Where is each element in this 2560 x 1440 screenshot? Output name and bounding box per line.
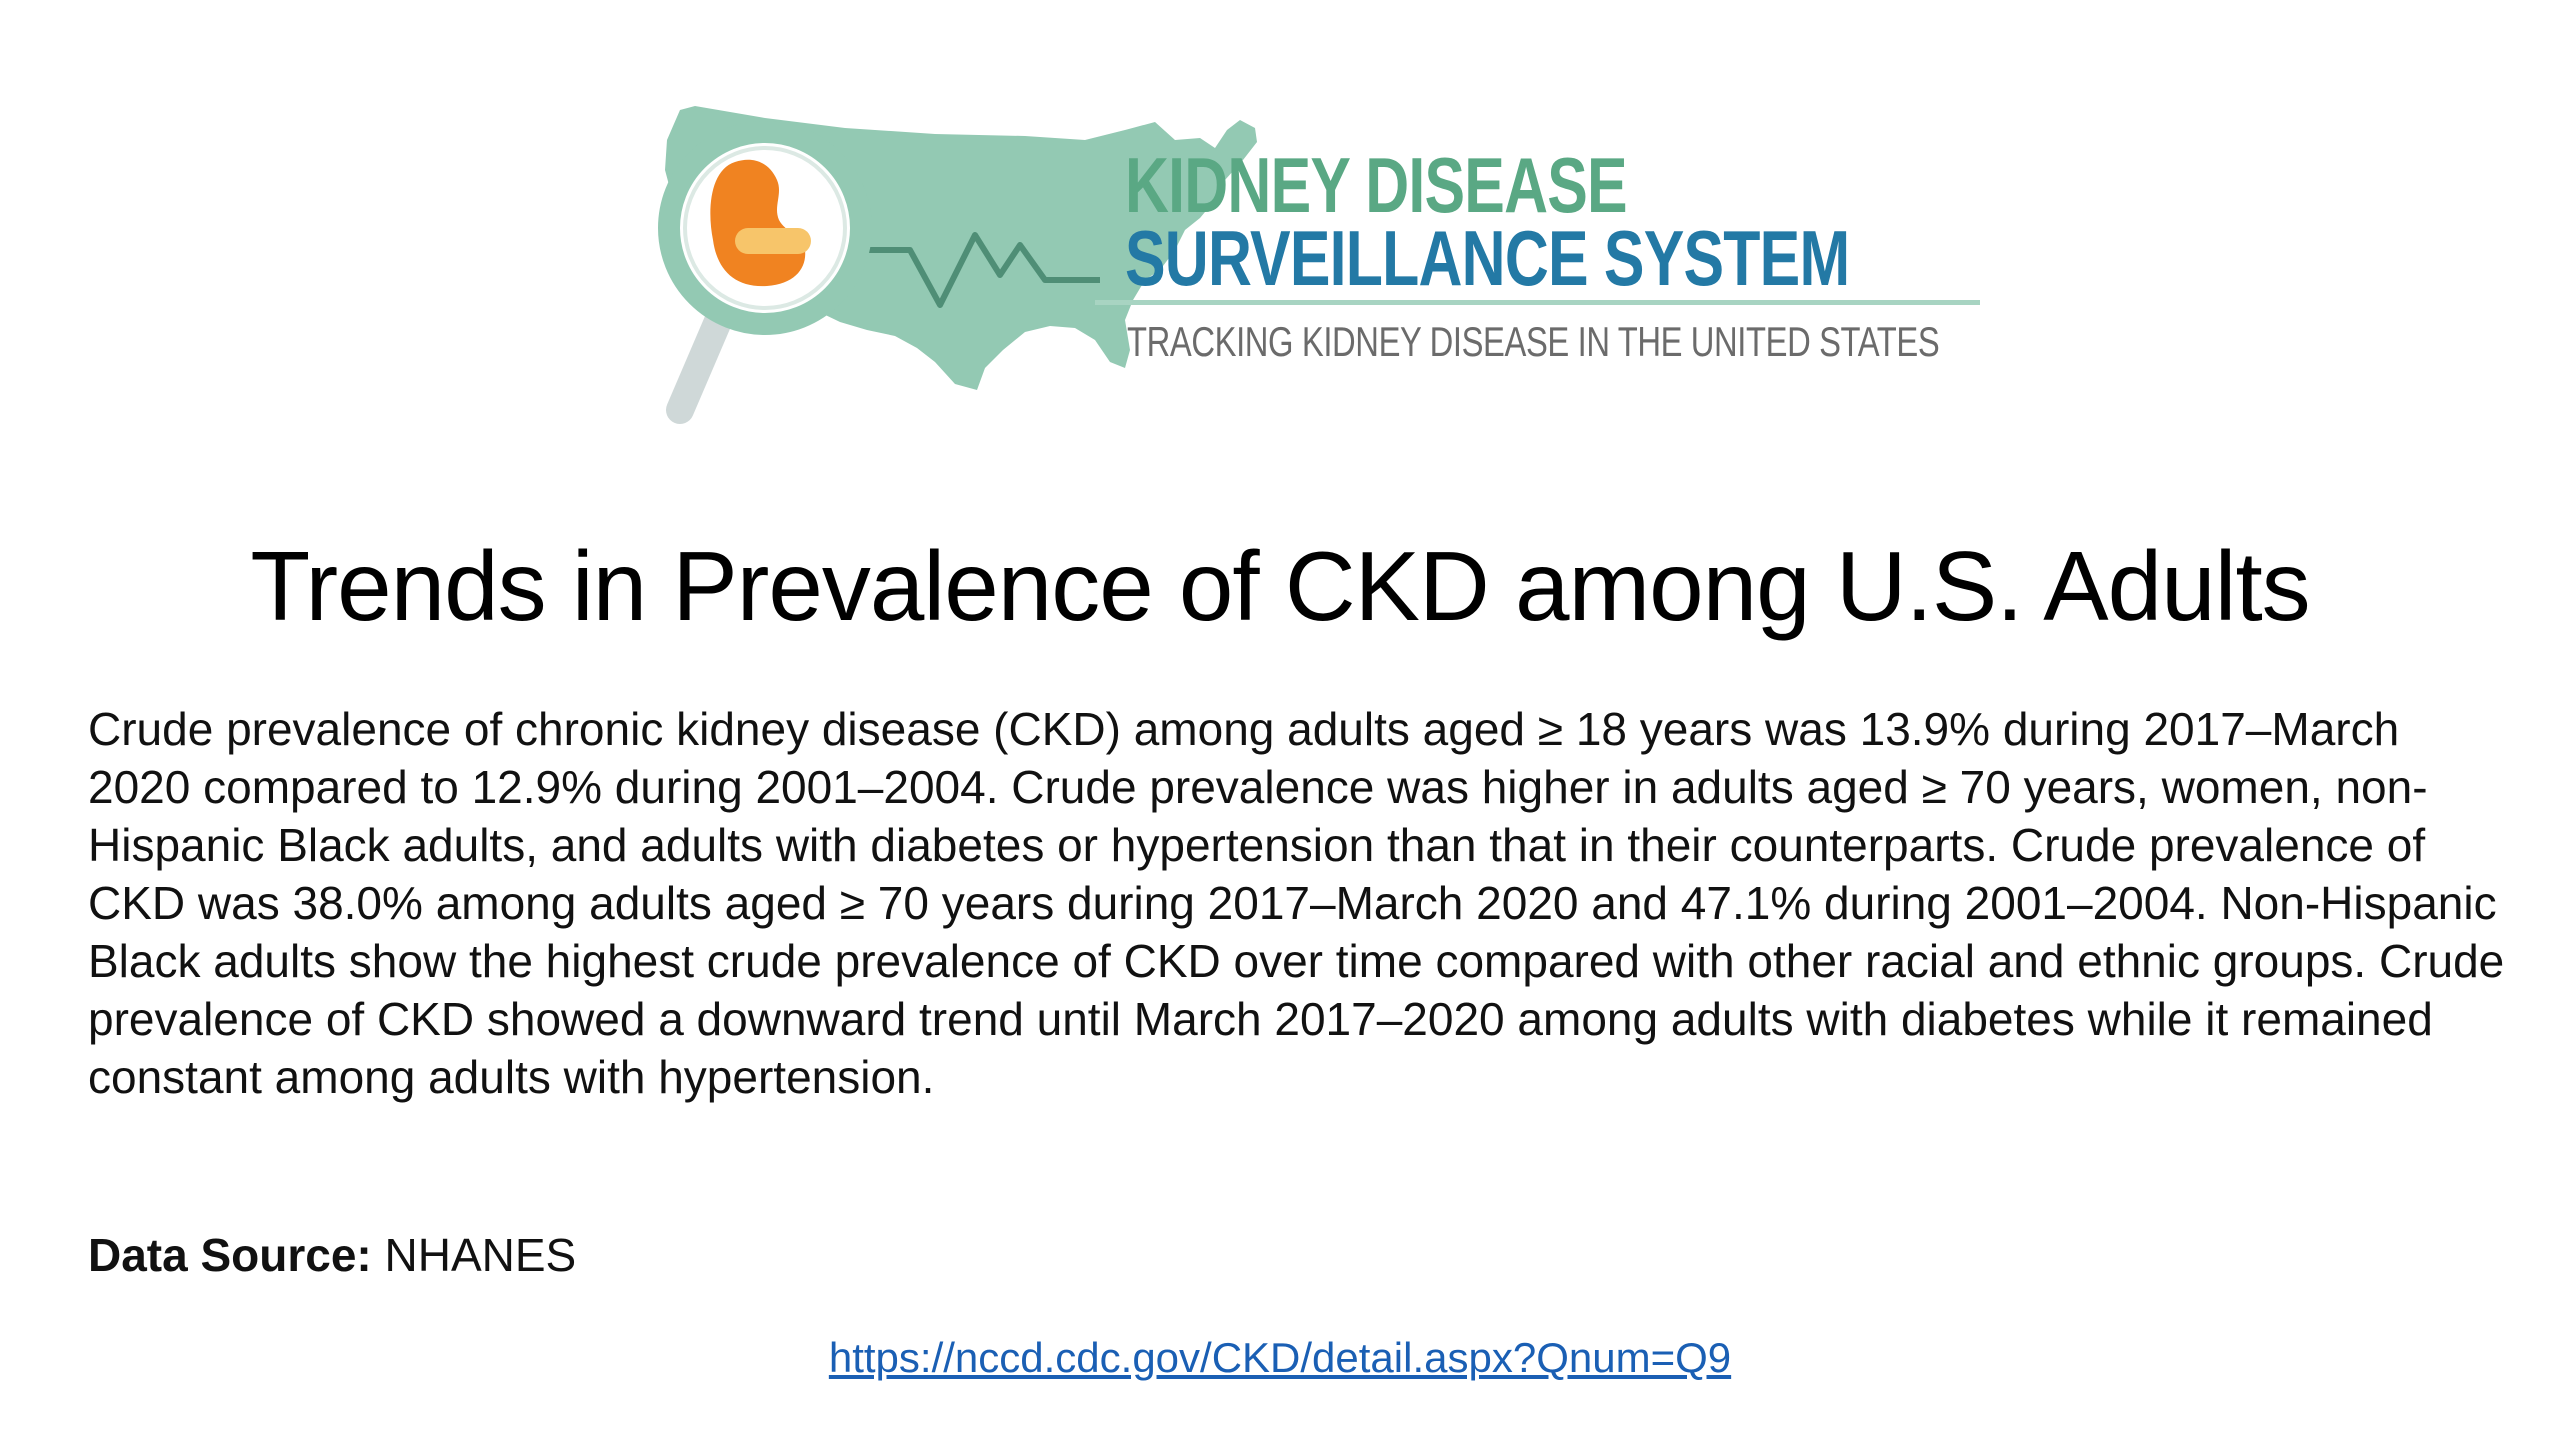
source-link-container: https://nccd.cdc.gov/CKD/detail.aspx?Qnu… — [0, 1330, 2560, 1386]
us-map-magnifier-icon — [658, 106, 1980, 424]
kidney-highlight — [735, 228, 811, 254]
kidney-disease-surveillance-logo: KIDNEY DISEASE SURVEILLANCE SYSTEM TRACK… — [655, 100, 1985, 430]
kidney-icon — [710, 159, 806, 287]
summary-paragraph: Crude prevalence of chronic kidney disea… — [88, 703, 2505, 1103]
data-source-value: NHANES — [384, 1229, 577, 1281]
slide-title: Trends in Prevalence of CKD among U.S. A… — [250, 531, 2310, 641]
logo-title-line2: SURVEILLANCE SYSTEM — [1125, 214, 1850, 302]
logo-tagline: TRACKING KIDNEY DISEASE IN THE UNITED ST… — [1127, 318, 1940, 365]
source-link[interactable]: https://nccd.cdc.gov/CKD/detail.aspx?Qnu… — [828, 1334, 1732, 1381]
pulse-line — [830, 232, 1100, 308]
data-source: Data Source: NHANES — [88, 1226, 576, 1284]
logo-title-line1: KIDNEY DISEASE — [1125, 141, 1628, 229]
data-source-label: Data Source: — [88, 1229, 372, 1281]
logo-divider — [1095, 300, 1980, 305]
